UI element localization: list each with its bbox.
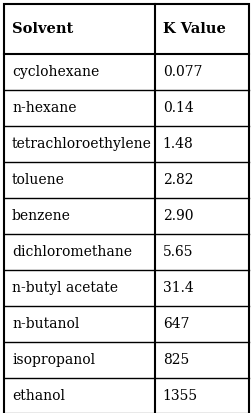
- Text: tetrachloroethylene: tetrachloroethylene: [12, 137, 151, 151]
- Text: benzene: benzene: [12, 209, 71, 223]
- Text: K Value: K Value: [162, 22, 225, 36]
- Text: 647: 647: [162, 317, 188, 331]
- Text: n-butyl acetate: n-butyl acetate: [12, 281, 117, 295]
- Text: toluene: toluene: [12, 173, 65, 187]
- Text: ethanol: ethanol: [12, 389, 65, 403]
- Text: cyclohexane: cyclohexane: [12, 65, 99, 79]
- Text: 0.14: 0.14: [162, 101, 193, 115]
- Text: 31.4: 31.4: [162, 281, 193, 295]
- Text: isopropanol: isopropanol: [12, 353, 95, 367]
- Text: 2.82: 2.82: [162, 173, 193, 187]
- Text: n-hexane: n-hexane: [12, 101, 76, 115]
- Text: 825: 825: [162, 353, 188, 367]
- Text: n-butanol: n-butanol: [12, 317, 79, 331]
- Text: Solvent: Solvent: [12, 22, 73, 36]
- Text: 5.65: 5.65: [162, 245, 193, 259]
- Text: 1.48: 1.48: [162, 137, 193, 151]
- Text: 2.90: 2.90: [162, 209, 193, 223]
- Text: dichloromethane: dichloromethane: [12, 245, 132, 259]
- Text: 1355: 1355: [162, 389, 197, 403]
- Text: 0.077: 0.077: [162, 65, 201, 79]
